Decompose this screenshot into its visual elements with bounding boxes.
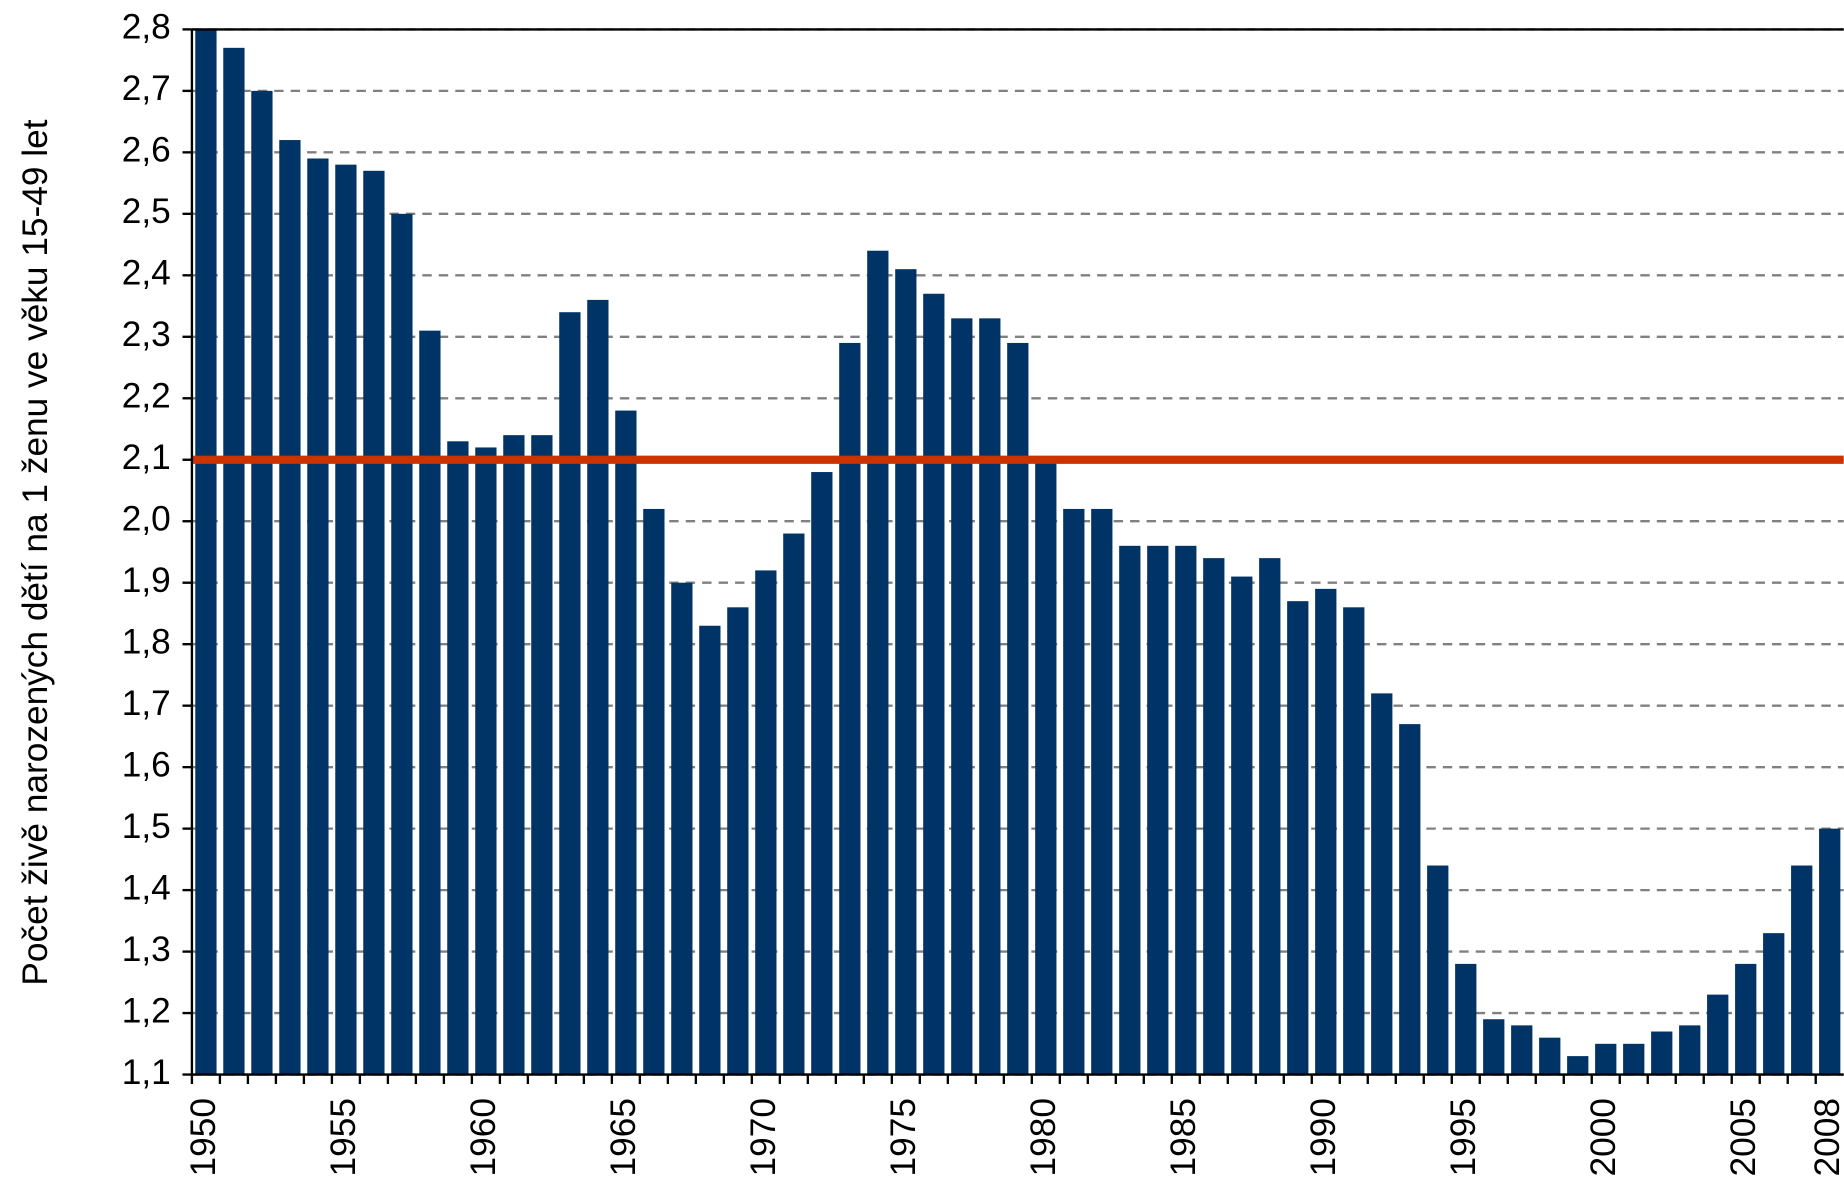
y-tick-label: 2,2 xyxy=(122,377,171,416)
bar xyxy=(279,140,301,1075)
y-tick-label: 1,8 xyxy=(122,623,171,662)
bar xyxy=(671,582,693,1075)
bar xyxy=(1707,994,1729,1075)
bar xyxy=(1203,558,1225,1075)
bar xyxy=(699,625,721,1075)
bar xyxy=(1063,508,1085,1075)
y-tick-label: 2,1 xyxy=(122,438,171,477)
y-tick-label: 2,0 xyxy=(122,500,171,539)
bar xyxy=(307,158,329,1075)
x-tick-label: 1970 xyxy=(744,1098,783,1176)
bar xyxy=(1651,1031,1673,1075)
bar xyxy=(1231,576,1253,1075)
x-tick-label: 1955 xyxy=(324,1098,363,1176)
bar xyxy=(1511,1025,1533,1075)
x-tick-label: 1985 xyxy=(1164,1098,1203,1176)
y-axis-title: Počet živě narozených dětí na 1 ženu ve … xyxy=(16,119,55,985)
y-tick-label: 2,7 xyxy=(122,69,171,108)
bar xyxy=(419,330,441,1075)
bar xyxy=(1455,963,1477,1075)
bar xyxy=(587,299,609,1075)
y-tick-label: 1,4 xyxy=(122,868,171,907)
bar xyxy=(727,607,749,1075)
bar xyxy=(615,410,637,1075)
y-tick-label: 2,4 xyxy=(122,254,171,293)
bar xyxy=(1035,459,1057,1075)
bar xyxy=(1735,963,1757,1075)
bar xyxy=(923,293,945,1075)
bar xyxy=(1091,508,1113,1075)
bar xyxy=(391,213,413,1075)
x-tick-label: 1990 xyxy=(1304,1098,1343,1176)
y-tick-label: 2,8 xyxy=(122,8,171,47)
bar xyxy=(1259,558,1281,1075)
bar xyxy=(1371,693,1393,1075)
bar xyxy=(223,47,245,1075)
bar xyxy=(1343,607,1365,1075)
bar xyxy=(559,312,581,1075)
y-tick-label: 2,6 xyxy=(122,131,171,170)
bar xyxy=(1567,1056,1589,1075)
x-tick-label: 1950 xyxy=(184,1098,223,1176)
bar xyxy=(1007,342,1029,1075)
y-tick-label: 1,9 xyxy=(122,561,171,600)
bar xyxy=(503,435,525,1075)
y-tick-label: 2,5 xyxy=(122,192,171,231)
bar xyxy=(979,318,1001,1075)
bar xyxy=(867,250,889,1075)
bar xyxy=(1763,933,1785,1075)
y-tick-label: 1,3 xyxy=(122,930,171,969)
bar xyxy=(1119,545,1141,1075)
bar xyxy=(1287,601,1309,1075)
bar xyxy=(643,508,665,1075)
bar xyxy=(1147,545,1169,1075)
bar xyxy=(1175,545,1197,1075)
y-tick-label: 1,1 xyxy=(122,1053,171,1092)
x-tick-label: 1975 xyxy=(884,1098,923,1176)
bar xyxy=(1623,1043,1645,1075)
bar xyxy=(1539,1037,1561,1075)
x-tick-label: 1960 xyxy=(464,1098,503,1176)
bar xyxy=(1791,865,1813,1075)
bar xyxy=(839,342,861,1075)
bar xyxy=(1315,588,1337,1075)
bar xyxy=(195,29,217,1075)
bar xyxy=(1483,1019,1505,1075)
bar xyxy=(783,533,805,1075)
y-tick-label: 2,3 xyxy=(122,315,171,354)
bar xyxy=(1399,724,1421,1075)
bar xyxy=(335,164,357,1075)
y-tick-label: 1,5 xyxy=(122,807,171,846)
x-tick-label: 1965 xyxy=(604,1098,643,1176)
y-tick-label: 1,7 xyxy=(122,684,171,723)
x-tick-label: 1995 xyxy=(1444,1098,1483,1176)
bar xyxy=(755,570,777,1075)
bar xyxy=(1427,865,1449,1075)
bar xyxy=(1679,1025,1701,1075)
y-tick-label: 1,6 xyxy=(122,745,171,784)
bar xyxy=(531,435,553,1075)
bar xyxy=(895,269,917,1075)
bar xyxy=(1819,828,1841,1075)
bar xyxy=(1595,1043,1617,1075)
y-tick-label: 1,2 xyxy=(122,991,171,1030)
bar xyxy=(951,318,973,1075)
bar xyxy=(447,441,469,1075)
bar xyxy=(363,170,385,1075)
bar xyxy=(475,447,497,1075)
x-tick-label: 2008 xyxy=(1808,1098,1844,1176)
bar xyxy=(811,472,833,1075)
bar xyxy=(251,90,273,1075)
x-tick-label: 1980 xyxy=(1024,1098,1063,1176)
x-tick-label: 2005 xyxy=(1724,1098,1763,1176)
x-tick-label: 2000 xyxy=(1584,1098,1623,1176)
